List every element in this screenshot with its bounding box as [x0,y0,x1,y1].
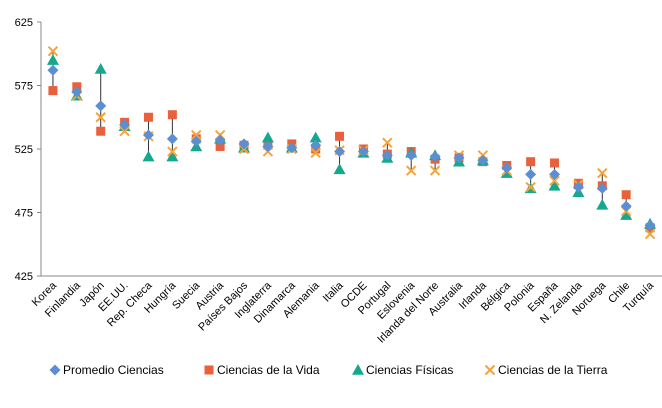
data-point-diamond [429,151,441,163]
range-lines [52,51,651,235]
data-point-triangle [261,131,274,143]
data-point-x [549,175,560,186]
data-point-triangle [333,163,346,175]
data-point-diamond [238,138,250,150]
data-point-square [335,131,345,141]
data-point-square [526,157,536,167]
data-point-diamond [334,146,346,158]
data-point-diamond [166,133,178,145]
data-point-x [382,137,393,148]
marker-stroke [429,165,441,176]
legend-marker-square [204,365,214,375]
y-tick-label: 475 [15,208,33,220]
data-point-x [167,146,178,157]
marker-stroke [406,165,417,176]
data-point-x [644,228,656,240]
legend-label: Ciencias Físicas [366,363,453,377]
legend-label: Ciencias de la Tierra [498,363,608,377]
legend-label: Promedio Ciencias [63,363,164,377]
data-point-diamond [357,146,369,158]
data-point-x [406,165,417,176]
data-point-diamond [47,64,59,76]
legend-marker-triangle [352,364,364,375]
data-point-diamond [190,135,202,147]
y-tick-label: 525 [15,144,33,156]
data-point-diamond [572,181,584,193]
data-point-triangle [142,150,155,162]
data-point-x [525,181,536,193]
marker-stroke [167,146,178,157]
data-point-diamond [95,100,107,112]
data-point-triangle [46,54,59,65]
data-point-x [47,46,59,57]
y-tick-label: 575 [15,81,33,93]
data-point-square [48,86,58,96]
legend-marker-diamond [49,364,61,376]
marker-stroke [644,228,656,240]
data-markers [46,46,657,240]
data-point-diamond [501,162,513,174]
data-point-triangle [166,150,179,162]
legend-label: Ciencias de la Vida [217,363,320,377]
data-point-diamond [214,134,226,146]
data-point-diamond [525,168,537,180]
marker-stroke [95,112,106,123]
legend-marker-x [484,364,496,376]
data-point-x [95,112,106,123]
data-point-diamond [262,140,274,152]
data-point-diamond [119,119,131,131]
data-point-square [96,126,106,136]
marker-stroke [597,167,608,179]
data-point-triangle [620,209,633,220]
data-point-x [310,147,321,159]
data-point-triangle [548,179,561,191]
data-point-diamond [405,149,417,161]
data-point-triangle [309,131,322,143]
legend: Promedio Ciencias Ciencias de la Vida Cien… [49,363,608,377]
data-point-diamond [644,219,656,231]
data-point-diamond [381,149,393,161]
data-point-diamond [596,182,608,194]
data-point-square [215,141,225,151]
data-point-diamond [477,154,489,166]
marker-stroke [382,137,393,148]
y-tick-label: 425 [15,271,33,283]
y-axis-ticks: 425 475 525 575 625 [15,17,41,283]
marker-stroke [549,175,560,186]
data-point-diamond [71,86,83,98]
data-point-diamond [549,168,561,180]
data-point-x [597,167,608,179]
data-point-triangle [596,198,609,210]
data-point-x [119,126,130,137]
marker-stroke [119,126,130,137]
marker-stroke [484,364,496,376]
data-point-square [143,112,153,122]
marker-stroke [525,181,536,193]
y-tick-label: 625 [15,17,33,29]
data-point-x [191,129,202,141]
marker-stroke [310,147,321,159]
data-point-x [429,165,441,176]
data-point-square [550,158,560,168]
data-point-square [167,110,177,120]
marker-stroke [47,46,59,57]
data-point-diamond [310,139,322,151]
data-point-diamond [453,152,465,164]
data-point-diamond [286,142,298,154]
marker-stroke [191,129,202,141]
data-point-square [621,190,631,200]
data-point-diamond [142,129,154,141]
data-point-triangle [94,62,107,74]
data-point-diamond [620,200,632,212]
